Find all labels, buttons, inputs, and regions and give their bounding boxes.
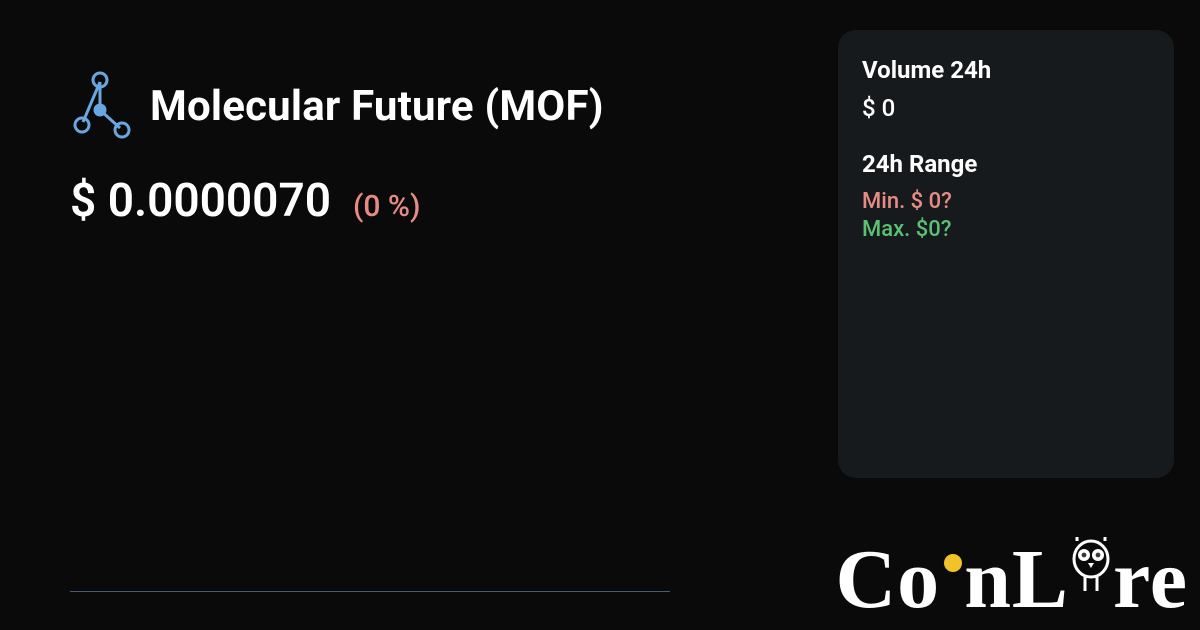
main-content: Molecular Future (MOF) $ 0.0000070 (0 %) — [70, 70, 800, 228]
range-min: Min. $ 0? — [862, 188, 1150, 216]
coin-change: (0 %) — [353, 189, 420, 224]
owl-icon — [1071, 524, 1111, 608]
price-row: $ 0.0000070 (0 %) — [70, 174, 800, 228]
brand-logo: Co nL re — [836, 524, 1188, 622]
title-row: Molecular Future (MOF) — [70, 70, 800, 142]
volume-value: $ 0 — [862, 94, 1150, 122]
range-label: 24h Range — [862, 150, 1150, 178]
range-max: Max. $0? — [862, 216, 1150, 244]
volume-label: Volume 24h — [862, 56, 1150, 84]
brand-part2: nL — [964, 538, 1069, 622]
divider-line — [70, 591, 670, 592]
brand-part1: Co — [836, 538, 941, 622]
coin-price: $ 0.0000070 — [70, 174, 331, 228]
stats-panel: Volume 24h $ 0 24h Range Min. $ 0? Max. … — [838, 30, 1174, 478]
molecule-icon — [70, 70, 132, 142]
brand-dot-icon — [944, 554, 962, 572]
coin-title: Molecular Future (MOF) — [150, 82, 604, 131]
brand-part3: re — [1113, 538, 1188, 622]
